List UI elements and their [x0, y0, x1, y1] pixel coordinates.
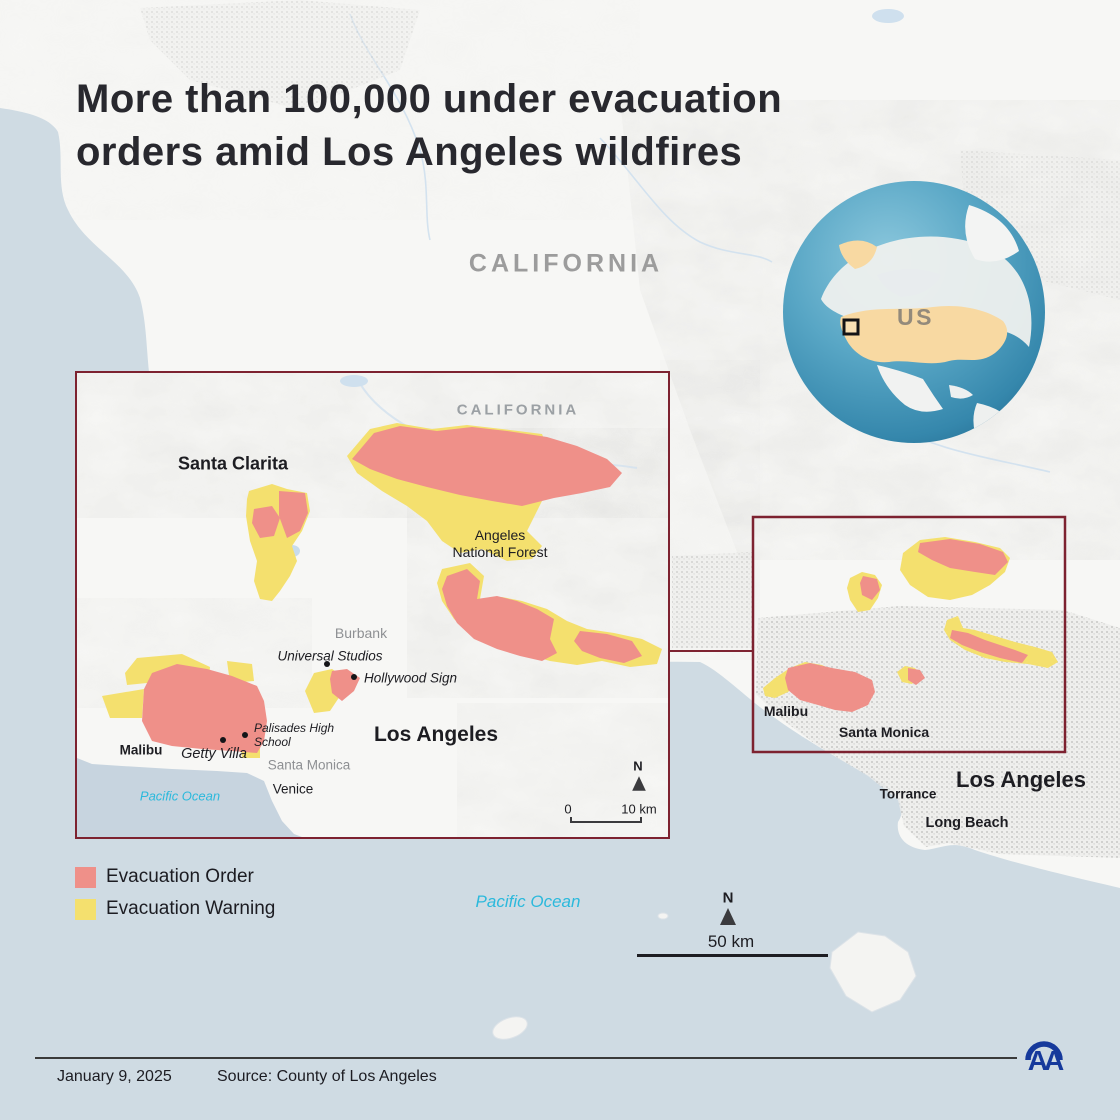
state-label-california: CALIFORNIA: [468, 249, 664, 278]
footer-date: January 9, 2025: [57, 1068, 172, 1085]
globe-us-label: US: [897, 304, 934, 330]
north-arrow-icon: [720, 908, 736, 925]
legend-row-order: Evacuation Order: [75, 866, 275, 888]
aa-logo-text: AA: [1028, 1045, 1064, 1076]
inset-label-palisades-high-school: Palisades High School: [254, 721, 335, 749]
inset-scale-10km: 10 km: [621, 801, 657, 817]
compass-north-label: N: [722, 889, 734, 907]
inset-pacific-ocean: [77, 758, 302, 837]
globe-landmasses: [821, 205, 1032, 439]
overview-label-santa-monica: Santa Monica: [838, 724, 930, 740]
inset-order-zones: [142, 426, 642, 753]
evacuation-order-label: Evacuation Order: [106, 866, 254, 887]
universal-studios-marker: [324, 661, 330, 667]
inset-label-angeles-national-forest: Angeles National Forest: [452, 527, 548, 560]
aa-logo: AA: [1025, 1041, 1067, 1076]
inset-scale-zero: 0: [564, 801, 572, 817]
inset-state-label: CALIFORNIA: [456, 401, 580, 419]
inset-label-malibu: Malibu: [119, 742, 163, 758]
inset-label-venice: Venice: [272, 781, 314, 797]
inset-label-santa-clarita: Santa Clarita: [177, 453, 289, 474]
overview-locator-box: [751, 515, 1067, 754]
legend: Evacuation Order Evacuation Warning: [75, 866, 275, 930]
overview-label-malibu: Malibu: [763, 703, 809, 719]
page-title: More than 100,000 under evacuation order…: [76, 76, 783, 174]
inset-scale-bar: [570, 817, 642, 823]
inset-label-los-angeles: Los Angeles: [373, 723, 499, 746]
overview-evacuation-zones: [763, 537, 1058, 712]
scale-label-50km: 50 km: [707, 932, 755, 951]
globe-inset: US: [783, 181, 1045, 443]
palisades-high-school-marker: [242, 732, 248, 738]
inset-ocean-label: Pacific Ocean: [139, 788, 221, 804]
globe-location-marker-icon: [842, 318, 860, 336]
legend-row-warning: Evacuation Warning: [75, 898, 275, 920]
pacific-ocean: [0, 108, 1120, 1120]
footer-divider: [35, 1057, 1017, 1059]
city-label-los-angeles: Los Angeles: [956, 767, 1086, 792]
evacuation-warning-swatch: [75, 898, 96, 920]
lake: [872, 9, 904, 23]
inset-label-getty-villa: Getty Villa: [181, 746, 247, 762]
getty-villa-marker: [220, 737, 226, 743]
hollywood-sign-marker: [351, 674, 357, 680]
inset-compass-north-label: N: [633, 758, 643, 774]
evacuation-warning-label: Evacuation Warning: [106, 898, 276, 919]
evacuation-order-swatch: [75, 866, 96, 888]
ocean-label-pacific: Pacific Ocean: [475, 892, 581, 911]
inset-map-graphics: [77, 373, 668, 837]
inset-label-universal-studios: Universal Studios: [277, 648, 383, 664]
scale-bar-50km: [637, 954, 828, 957]
city-label-torrance: Torrance: [879, 786, 937, 802]
detail-inset-map: CALIFORNIA Santa Clarita Angeles Nationa…: [75, 371, 670, 839]
islands: [492, 912, 917, 1040]
inset-label-hollywood-sign: Hollywood Sign: [364, 670, 458, 686]
inset-label-santa-monica: Santa Monica: [267, 757, 351, 773]
inset-label-burbank: Burbank: [334, 625, 388, 641]
footer-source: Source: County of Los Angeles: [217, 1068, 437, 1085]
inset-north-arrow-icon: [632, 776, 646, 791]
city-label-long-beach: Long Beach: [925, 815, 1009, 831]
